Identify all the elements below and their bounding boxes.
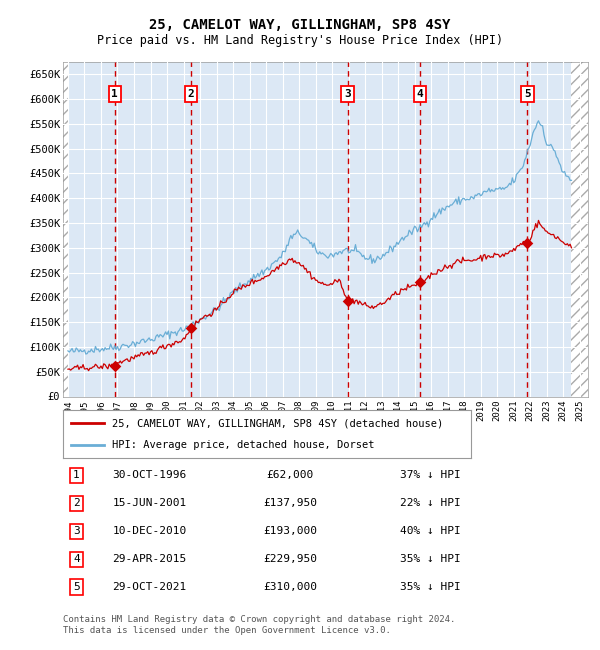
Point [523,237,532,248]
Text: £62,000: £62,000 [266,471,313,480]
Text: 1: 1 [73,471,80,480]
Text: 5: 5 [524,89,531,99]
Text: 35% ↓ HPI: 35% ↓ HPI [400,554,461,564]
Text: 1: 1 [111,89,118,99]
Text: 25, CAMELOT WAY, GILLINGHAM, SP8 4SY (detached house): 25, CAMELOT WAY, GILLINGHAM, SP8 4SY (de… [112,418,443,428]
Text: 30-OCT-1996: 30-OCT-1996 [112,471,187,480]
Point [187,323,196,333]
Text: 15-JUN-2001: 15-JUN-2001 [112,499,187,508]
Text: 4: 4 [73,554,80,564]
Text: 10-DEC-2010: 10-DEC-2010 [112,526,187,536]
Text: 4: 4 [417,89,424,99]
Text: 3: 3 [344,89,351,99]
Text: 2: 2 [188,89,194,99]
Text: 25, CAMELOT WAY, GILLINGHAM, SP8 4SY: 25, CAMELOT WAY, GILLINGHAM, SP8 4SY [149,18,451,32]
Text: £137,950: £137,950 [263,499,317,508]
Text: 3: 3 [73,526,80,536]
Text: 22% ↓ HPI: 22% ↓ HPI [400,499,461,508]
Text: £229,950: £229,950 [263,554,317,564]
Point [110,361,119,371]
Text: £310,000: £310,000 [263,582,317,592]
Text: Contains HM Land Registry data © Crown copyright and database right 2024.
This d: Contains HM Land Registry data © Crown c… [63,615,455,634]
Bar [571,62,588,396]
Point [343,296,352,306]
Text: 29-APR-2015: 29-APR-2015 [112,554,187,564]
Point [415,278,425,288]
Text: Price paid vs. HM Land Registry's House Price Index (HPI): Price paid vs. HM Land Registry's House … [97,34,503,47]
Text: 29-OCT-2021: 29-OCT-2021 [112,582,187,592]
Text: 2: 2 [73,499,80,508]
Text: 37% ↓ HPI: 37% ↓ HPI [400,471,461,480]
Text: £193,000: £193,000 [263,526,317,536]
Text: 35% ↓ HPI: 35% ↓ HPI [400,582,461,592]
Text: 5: 5 [73,582,80,592]
Text: HPI: Average price, detached house, Dorset: HPI: Average price, detached house, Dors… [112,439,374,450]
Text: 40% ↓ HPI: 40% ↓ HPI [400,526,461,536]
Bar [63,62,68,396]
